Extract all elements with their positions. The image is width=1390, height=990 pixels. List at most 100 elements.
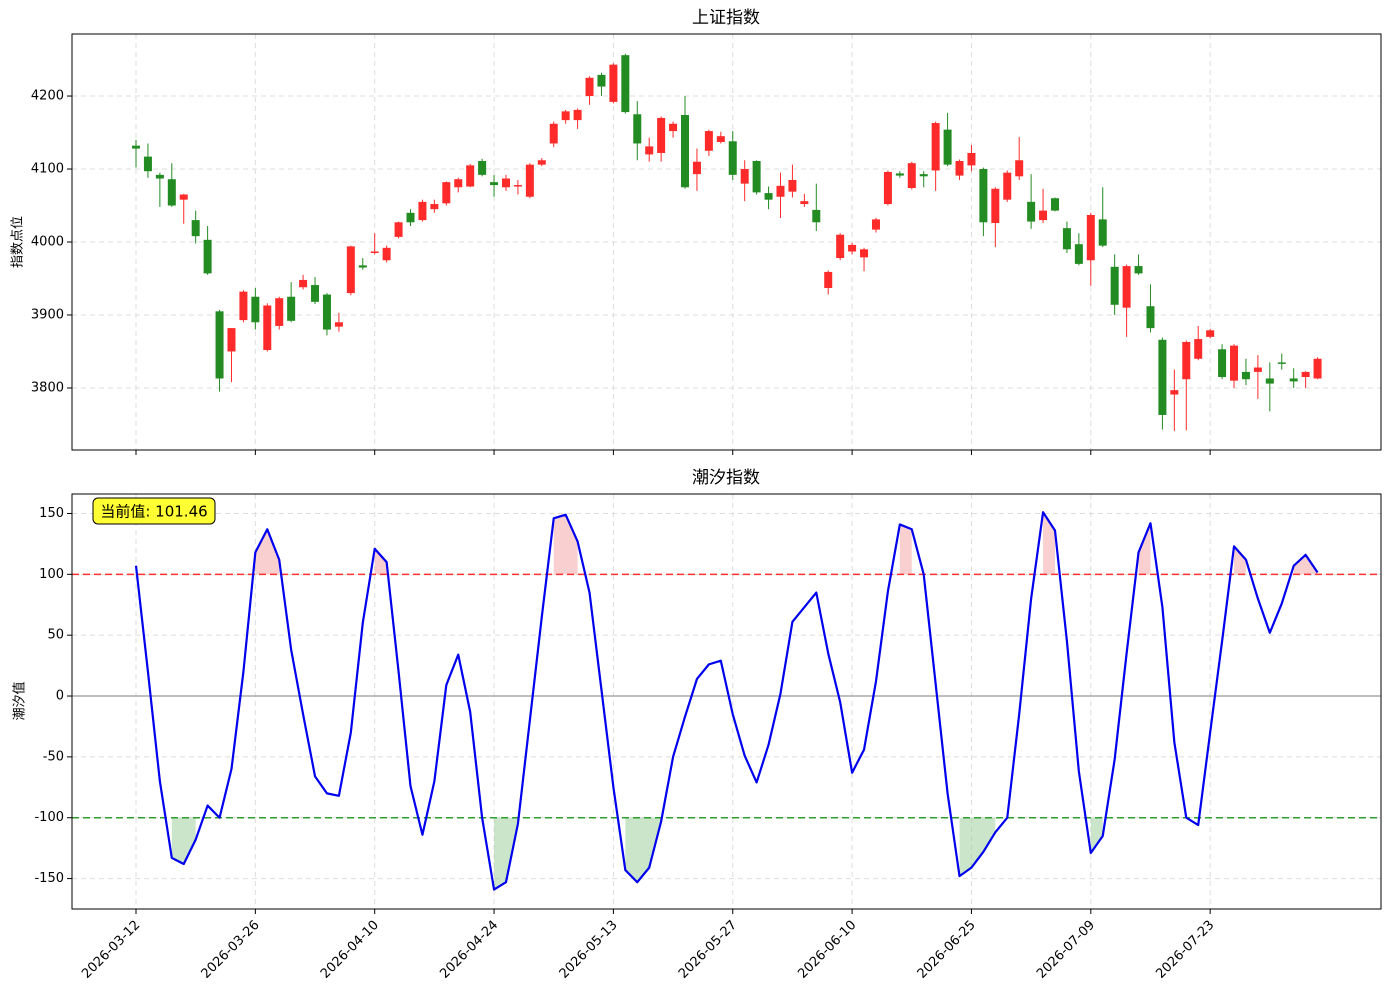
candle-body bbox=[848, 244, 857, 252]
threshold-fill bbox=[171, 817, 196, 864]
candle-body bbox=[513, 185, 522, 187]
y-tick-label: 50 bbox=[47, 628, 64, 643]
candle-body bbox=[621, 55, 630, 113]
candle-body bbox=[167, 179, 176, 206]
y-tick-label: -100 bbox=[34, 810, 64, 825]
candle-body bbox=[1134, 266, 1143, 274]
candle-body bbox=[191, 220, 200, 237]
candle-body bbox=[334, 322, 343, 327]
candle-body bbox=[1122, 266, 1131, 308]
candle-body bbox=[490, 182, 499, 186]
threshold-fill bbox=[1234, 546, 1246, 575]
candle-body bbox=[1086, 214, 1095, 261]
candle-body bbox=[1301, 371, 1310, 378]
candle-body bbox=[860, 249, 869, 258]
candle-body bbox=[143, 156, 152, 172]
y-tick-label: -150 bbox=[34, 871, 64, 886]
candle-body bbox=[561, 111, 570, 121]
y-tick-label: 4200 bbox=[31, 89, 64, 104]
candle-body bbox=[776, 185, 785, 197]
candle-body bbox=[895, 173, 904, 176]
annotation-box bbox=[92, 497, 216, 525]
candle-body bbox=[1050, 198, 1059, 211]
candle-body bbox=[704, 131, 713, 151]
candle-body bbox=[287, 296, 296, 321]
candle-body bbox=[991, 188, 1000, 224]
candle-body bbox=[883, 171, 892, 205]
candle-body bbox=[597, 74, 606, 87]
candle-body bbox=[406, 212, 415, 223]
candle-body bbox=[633, 114, 642, 144]
candle-body bbox=[478, 160, 487, 175]
chart-title: 潮汐指数 bbox=[692, 468, 760, 488]
candle-body bbox=[1182, 341, 1191, 380]
y-tick-label: 0 bbox=[56, 689, 64, 704]
candle-body bbox=[919, 174, 928, 177]
candle-body bbox=[537, 160, 546, 165]
candle-body bbox=[609, 64, 618, 102]
threshold-fill bbox=[374, 548, 387, 575]
threshold-fill bbox=[1138, 523, 1151, 575]
threshold-fill bbox=[494, 817, 518, 890]
candle-body bbox=[1313, 358, 1322, 379]
y-tick-label: -50 bbox=[43, 749, 64, 764]
annotation: 当前值: 101.46 bbox=[92, 497, 216, 525]
y-tick-label: 4000 bbox=[31, 235, 64, 250]
candle-body bbox=[728, 141, 737, 175]
tide-line bbox=[134, 511, 1319, 891]
candle-body bbox=[1015, 160, 1024, 177]
candle-body bbox=[1039, 210, 1048, 221]
candle-body bbox=[454, 179, 463, 188]
candle-body bbox=[1194, 339, 1203, 359]
candle-body bbox=[812, 209, 821, 223]
threshold-fill bbox=[1090, 817, 1103, 854]
candle-body bbox=[967, 152, 976, 166]
candle-body bbox=[1074, 244, 1083, 264]
candle-body bbox=[263, 305, 272, 351]
candle-body bbox=[788, 179, 797, 192]
candle-body bbox=[1146, 306, 1155, 329]
axes-frame bbox=[71, 493, 1382, 910]
candle-body bbox=[1003, 172, 1012, 200]
candle-body bbox=[692, 161, 701, 175]
candle-body bbox=[1206, 330, 1215, 337]
candle-body bbox=[525, 164, 534, 197]
candle-body bbox=[716, 136, 725, 143]
candle-body bbox=[215, 311, 224, 379]
axes-frame bbox=[71, 33, 1382, 451]
candle-body bbox=[1062, 228, 1071, 250]
candle-body bbox=[179, 194, 188, 200]
candle-body bbox=[669, 123, 678, 132]
y-axis-label: 潮汐值 bbox=[12, 681, 28, 720]
threshold-fill bbox=[899, 524, 912, 575]
candle-body bbox=[418, 201, 427, 221]
candle-body bbox=[585, 77, 594, 97]
candle-body bbox=[239, 291, 248, 321]
threshold-fill bbox=[1293, 554, 1318, 575]
y-tick-label: 100 bbox=[39, 567, 64, 582]
candle-body bbox=[1265, 378, 1274, 384]
candle-body bbox=[1027, 201, 1036, 222]
candle-body bbox=[299, 279, 308, 288]
candle-body bbox=[466, 165, 475, 187]
y-tick-label: 3800 bbox=[31, 380, 64, 395]
candle-body bbox=[358, 265, 367, 268]
candle-body bbox=[1230, 345, 1239, 381]
y-tick-label: 4100 bbox=[31, 162, 64, 177]
candle-body bbox=[1098, 219, 1107, 246]
y-tick-label: 150 bbox=[39, 506, 64, 521]
candle-body bbox=[155, 174, 164, 179]
candle-body bbox=[275, 298, 284, 326]
threshold-fill bbox=[625, 817, 662, 883]
candle-body bbox=[227, 328, 236, 352]
threshold-fill bbox=[959, 817, 996, 877]
candle-body bbox=[1289, 378, 1298, 382]
candle-body bbox=[1241, 371, 1250, 380]
candle-body bbox=[979, 169, 988, 223]
candle-body bbox=[681, 115, 690, 188]
candle-body bbox=[907, 163, 916, 188]
candle-body bbox=[836, 234, 845, 259]
candle-body bbox=[955, 160, 964, 176]
